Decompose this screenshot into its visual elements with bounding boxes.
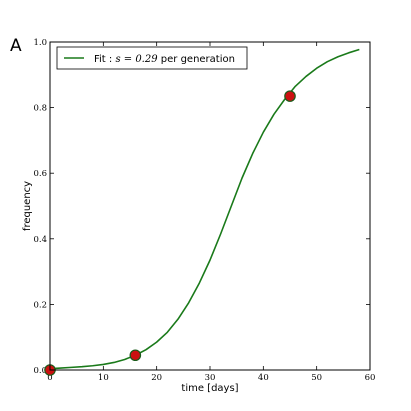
- y-tick-label: 0.2: [33, 300, 47, 310]
- x-tick-label: 20: [151, 373, 162, 383]
- x-tick-label: 10: [98, 373, 109, 383]
- legend: Fit : s = 0.29 per generation: [56, 46, 248, 70]
- x-tick-label: 0: [47, 373, 52, 383]
- y-axis-label: frequency: [22, 181, 33, 231]
- legend-label: Fit : s = 0.29 per generation: [94, 54, 235, 65]
- y-tick-label: 0.6: [33, 169, 47, 179]
- y-tick-label: 0.0: [33, 366, 47, 376]
- y-tick-label: 0.4: [33, 235, 47, 245]
- x-axis-label: time [days]: [181, 383, 238, 394]
- series-layer: [44, 48, 360, 376]
- plot-frame: [49, 41, 371, 371]
- axis-ticks: 0 10 20 30 40 50 60 0.0 0.2 0.4 0.6 0.8 1.0: [33, 38, 375, 383]
- y-tick-label: 1.0: [33, 38, 47, 48]
- legend-box: [56, 46, 248, 70]
- data-point: [129, 349, 142, 362]
- fit-line: [49, 48, 360, 370]
- data-point: [284, 90, 296, 102]
- y-tick-label: 0.8: [33, 104, 47, 114]
- x-tick-label: 30: [205, 373, 216, 383]
- x-tick-label: 50: [311, 373, 322, 383]
- panel-letter: A: [10, 36, 22, 56]
- x-tick-label: 60: [365, 373, 376, 383]
- x-tick-label: 40: [258, 373, 269, 383]
